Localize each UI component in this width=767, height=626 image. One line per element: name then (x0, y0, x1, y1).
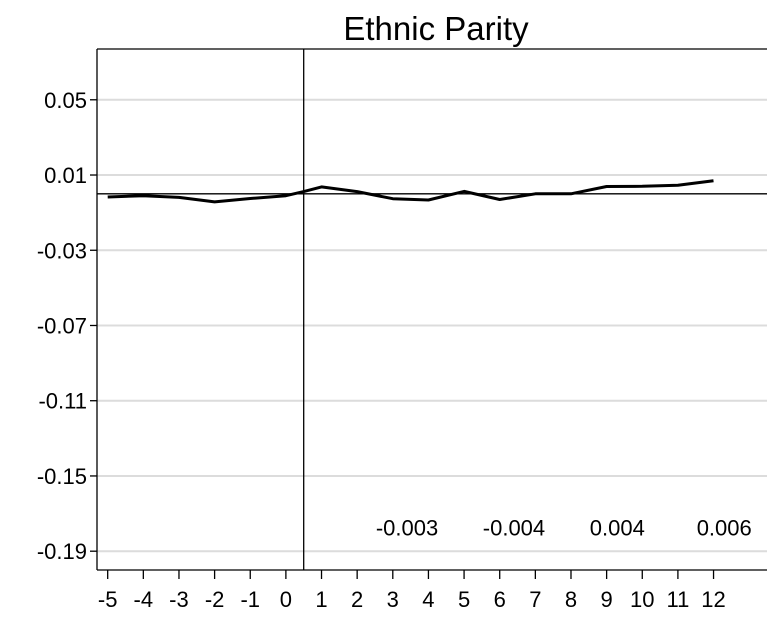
y-tick-label: 0.01 (44, 163, 87, 188)
x-tick-label: 12 (701, 587, 725, 612)
annotations: -0.003 -0.004 0.004 0.006 (376, 516, 752, 541)
x-tick-label: -5 (98, 587, 118, 612)
y-axis-ticks: 0.05 0.01 -0.03 -0.07 -0.11 -0.15 -0.19 (37, 88, 97, 564)
series-line (107, 179, 714, 204)
annotation-label: -0.004 (483, 516, 545, 541)
x-tick-label: -3 (169, 587, 189, 612)
y-tick-label: -0.03 (37, 238, 87, 263)
x-tick-label: 4 (422, 587, 434, 612)
annotation-label: 0.004 (590, 516, 645, 541)
x-tick-label: 9 (601, 587, 613, 612)
x-tick-label: 8 (565, 587, 577, 612)
x-axis-ticks: -5 -4 -3 -2 -1 0 1 2 3 4 5 6 7 8 9 10 11 12 (98, 570, 726, 612)
x-tick-label: 11 (666, 587, 689, 612)
x-tick-label: 0 (280, 587, 292, 612)
x-tick-label: 1 (315, 587, 327, 612)
annotation-label: 0.006 (697, 516, 752, 541)
reference-lines (97, 49, 767, 570)
chart-title: Ethnic Parity (343, 10, 529, 47)
y-tick-label: -0.15 (37, 464, 87, 489)
y-tick-label: -0.11 (38, 389, 87, 414)
y-tick-label: -0.07 (37, 313, 87, 338)
x-tick-label: -2 (205, 587, 225, 612)
y-tick-label: -0.19 (37, 539, 87, 564)
annotation-label: -0.003 (376, 516, 438, 541)
x-tick-label: 7 (529, 587, 541, 612)
x-tick-label: 3 (387, 587, 399, 612)
x-tick-label: 6 (494, 587, 506, 612)
gridlines (97, 98, 767, 553)
x-tick-label: 2 (351, 587, 363, 612)
x-tick-label: -1 (240, 587, 260, 612)
x-tick-label: 10 (630, 587, 654, 612)
y-tick-label: 0.05 (44, 88, 87, 113)
axes (96, 48, 767, 571)
x-tick-label: -4 (134, 587, 154, 612)
x-tick-label: 5 (458, 587, 470, 612)
series (107, 179, 714, 204)
